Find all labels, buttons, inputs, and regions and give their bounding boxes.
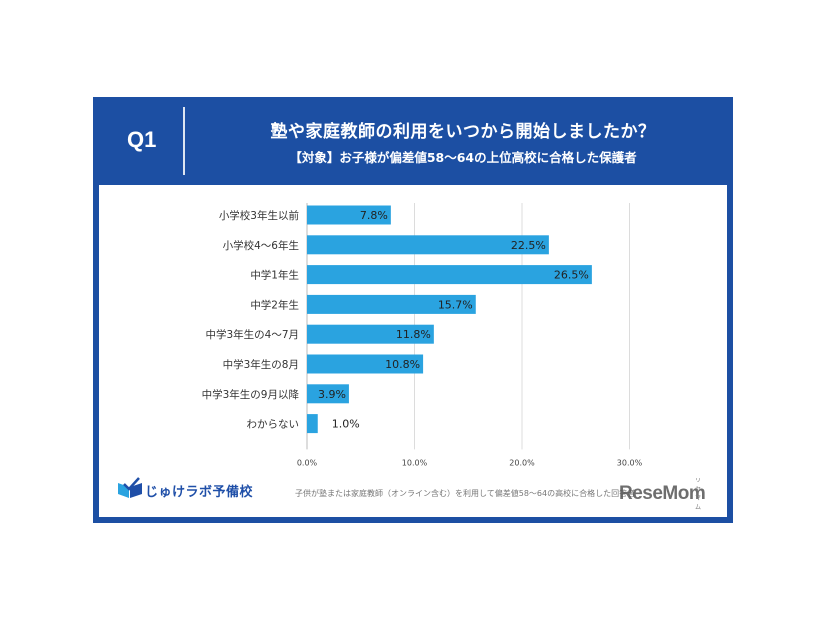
category-label: 中学2年生 xyxy=(250,298,299,311)
x-tick-label: 20.0% xyxy=(509,458,535,467)
value-label: 7.8% xyxy=(360,209,388,222)
survey-card: Q1 塾や家庭教師の利用をいつから開始しましたか？ 【対象】お子様が偏差値58～… xyxy=(93,97,733,523)
question-subtitle: 【対象】お子様が偏差値58～64の上位高校に合格した保護者 xyxy=(289,150,637,165)
category-label: 中学3年生の8月 xyxy=(223,358,299,371)
bar xyxy=(307,324,434,344)
bar xyxy=(307,265,592,285)
question-header: Q1 塾や家庭教師の利用をいつから開始しましたか？ 【対象】お子様が偏差値58～… xyxy=(93,97,733,185)
brand-logo: じゅけラボ予備校 xyxy=(117,477,267,503)
watermark: ReseMom リセマム xyxy=(619,478,706,511)
category-label: 中学3年生の9月以降 xyxy=(202,388,300,401)
bar xyxy=(307,235,549,255)
x-tick-label: 10.0% xyxy=(402,458,428,467)
value-label: 26.5% xyxy=(554,269,589,282)
value-label: 10.8% xyxy=(385,358,420,371)
watermark-subtext: リセマム xyxy=(695,478,701,511)
category-label: 小学校4～6年生 xyxy=(223,239,299,252)
value-label: 1.0% xyxy=(332,418,360,431)
bar xyxy=(307,414,318,434)
chart-panel: 0.0% 10.0% 20.0% 30.0% 小学校3年生以前 7.8% 小学校4～6年生 2… xyxy=(99,185,727,517)
book-check-icon xyxy=(118,477,142,498)
bar xyxy=(307,294,476,314)
question-number: Q1 xyxy=(127,127,157,152)
category-label: 小学校3年生以前 xyxy=(219,209,299,222)
bar xyxy=(307,205,391,225)
bar xyxy=(307,384,349,404)
bar xyxy=(307,354,424,374)
category-label: 中学1年生 xyxy=(250,269,299,282)
category-label: 中学3年生の4～7月 xyxy=(205,328,299,341)
bar-chart: 0.0% 10.0% 20.0% 30.0% 小学校3年生以前 7.8% 小学校4～6年生 2… xyxy=(202,203,643,467)
logo-text: じゅけラボ予備校 xyxy=(145,485,254,500)
header-divider xyxy=(183,107,185,175)
value-label: 11.8% xyxy=(396,328,431,341)
category-label: わからない xyxy=(247,419,300,431)
value-label: 15.7% xyxy=(438,298,473,311)
x-tick-label: 0.0% xyxy=(297,458,318,467)
value-label: 22.5% xyxy=(511,239,546,252)
question-title: 塾や家庭教師の利用をいつから開始しましたか？ xyxy=(270,122,656,142)
value-label: 3.9% xyxy=(318,388,346,401)
footnote: 子供が塾または家庭教師（オンライン含む）を利用して偏差値58～64の高校に合格し… xyxy=(295,489,636,498)
watermark-text: ReseMom xyxy=(619,483,706,504)
x-tick-label: 30.0% xyxy=(617,458,643,467)
